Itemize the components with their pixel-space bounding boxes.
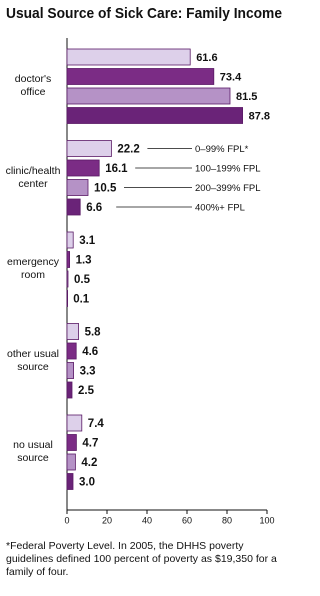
bar [66,270,69,288]
bar [66,231,74,249]
bar [66,198,81,216]
value-label: 1.3 [76,255,92,267]
bar [66,323,79,340]
value-label: 22.2 [117,144,139,156]
bar [66,414,83,432]
bar [66,159,100,177]
category-label: other usual source [7,347,59,373]
value-label: 61.6 [196,52,217,64]
value-label: 6.6 [86,202,102,214]
legend-label: 200–399% FPL [195,183,261,194]
chart: Usual Source of Sick Care: Family Income… [6,5,282,525]
category-label: doctor's office [14,73,52,98]
bar [66,179,89,196]
value-label: 0.5 [74,274,91,286]
value-label: 73.4 [220,71,242,83]
category-label: no usual source [13,439,53,464]
bar [66,473,74,490]
page: Usual Source of Sick Care: Family Income… [5,4,282,578]
value-label: 10.5 [94,183,117,195]
bar [66,140,112,157]
value-label: 0.1 [73,294,90,306]
value-label: 3.3 [80,366,96,378]
category-label: clinic/health center [5,164,61,190]
bar [66,251,70,268]
value-label: 4.6 [82,346,98,358]
bar [66,362,74,379]
bar [66,342,77,360]
x-tick-label: 100 [259,515,274,525]
bar [66,453,76,471]
chart-title: Usual Source of Sick Care: Family Income [6,5,282,22]
bar [66,381,73,399]
x-tick-label: 80 [222,515,232,525]
x-tick-label: 40 [142,515,152,525]
bar [66,290,69,307]
value-label: 4.7 [82,438,98,450]
legend-label: 100–199% FPL [195,164,261,175]
value-label: 87.8 [249,110,270,122]
bar [66,87,231,105]
x-tick-label: 60 [182,515,192,525]
value-label: 3.1 [79,235,96,247]
value-label: 16.1 [105,163,128,175]
footnote: *Federal Poverty Level. In 2005, the DHH… [6,540,277,578]
legend-label: 0–99% FPL* [195,144,249,155]
value-label: 5.8 [85,327,102,339]
value-label: 81.5 [236,91,257,103]
category-label: emergency room [7,256,59,281]
value-label: 2.5 [78,385,95,397]
value-label: 7.4 [88,418,105,430]
value-label: 3.0 [79,477,95,489]
bar [66,107,244,124]
x-tick-label: 20 [102,515,112,525]
bar [66,434,77,451]
value-label: 4.2 [81,457,97,469]
bar [66,68,215,85]
legend-label: 400%+ FPL [195,203,245,214]
x-tick-label: 0 [64,515,69,525]
bar [66,48,191,66]
